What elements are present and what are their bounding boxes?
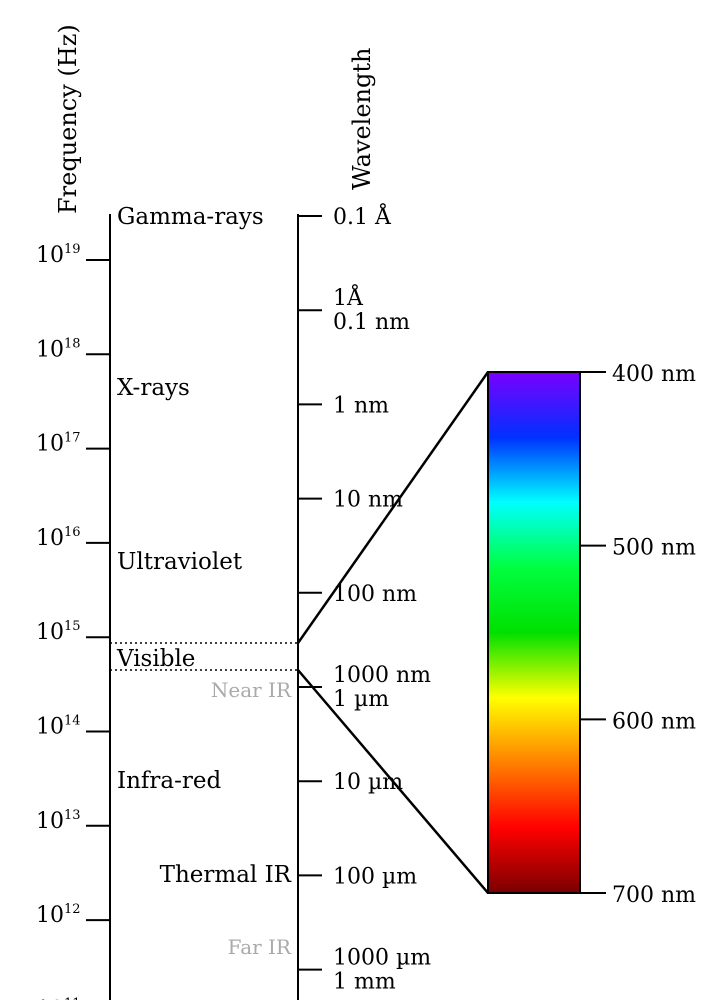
- wavelength-tick-label: 0.1 Å: [333, 202, 392, 230]
- visible-tick-label: 600 nm: [612, 709, 696, 734]
- visible-tick-label: 700 nm: [612, 883, 696, 908]
- band-label-thermal-ir: Thermal IR: [160, 862, 292, 888]
- wavelength-tick-label: 1Å: [333, 283, 364, 311]
- frequency-tick-label: 1016: [36, 525, 81, 551]
- wavelength-tick-label: 1000 µm: [333, 946, 431, 971]
- frequency-tick-label: 1012: [36, 902, 81, 928]
- frequency-tick-label: 1018: [36, 336, 81, 362]
- frequency-ticks: 1019 1018 1017 1016 1015 1014 1013 1012 1011: [36, 242, 110, 1000]
- wavelength-axis-title: Wavelength: [348, 48, 376, 190]
- visible-spectrum-bar: [487, 371, 581, 894]
- wavelength-tick-label: 10 µm: [333, 770, 403, 795]
- frequency-tick-label: 1011: [36, 996, 81, 1000]
- wavelength-tick-label: 0.1 nm: [333, 310, 410, 335]
- zoom-line-upper: [296, 371, 490, 644]
- visible-tick-label: 400 nm: [612, 362, 696, 387]
- frequency-tick-label: 1017: [36, 431, 81, 457]
- wavelength-tick-label: 1 mm: [333, 970, 396, 995]
- wavelength-tick-label: 1 nm: [333, 393, 389, 418]
- wavelength-tick-label: 100 nm: [333, 582, 417, 607]
- visible-scale-ticks: 400 nm 500 nm 600 nm 700 nm: [580, 362, 696, 908]
- band-label-gamma: Gamma-rays: [117, 204, 264, 230]
- frequency-tick-label: 1015: [36, 619, 81, 645]
- band-label-xray: X-rays: [117, 375, 190, 401]
- band-label-far-ir: Far IR: [228, 935, 292, 959]
- frequency-tick-label: 1013: [36, 808, 81, 834]
- band-label-visible: Visible: [116, 646, 195, 672]
- wavelength-tick-label: 100 µm: [333, 864, 417, 889]
- wavelength-tick-label: 1000 nm: [333, 663, 431, 688]
- band-label-near-ir: Near IR: [211, 678, 292, 702]
- wavelength-tick-label: 1 µm: [333, 687, 389, 712]
- visible-tick-label: 500 nm: [612, 536, 696, 561]
- frequency-axis-title: Frequency (Hz): [54, 24, 82, 214]
- frequency-tick-label: 1019: [36, 242, 81, 268]
- band-label-infrared: Infra-red: [117, 768, 221, 794]
- zoom-line-lower: [297, 669, 489, 894]
- frequency-tick-label: 1014: [36, 714, 81, 740]
- band-label-ultraviolet: Ultraviolet: [117, 549, 243, 575]
